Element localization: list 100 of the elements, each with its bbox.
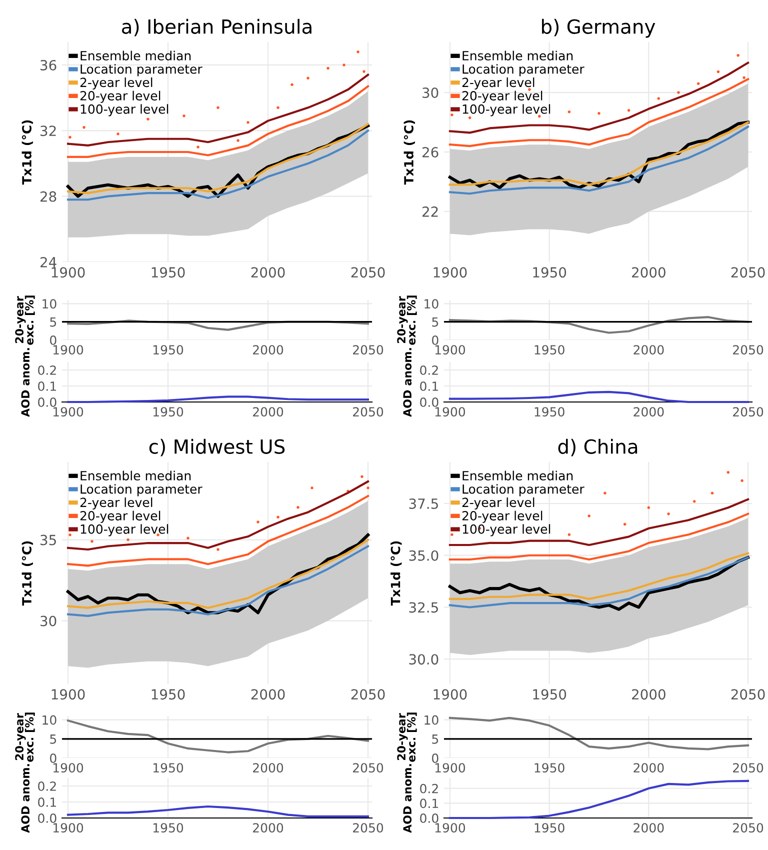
y-tick-label: 32.5 [409, 602, 438, 613]
y-tick-label: 0.1 [420, 381, 438, 391]
point [342, 64, 346, 66]
legend-label: Ensemble median [462, 470, 573, 480]
point [276, 516, 280, 518]
x-tick-label: 1900 [435, 407, 466, 417]
point [296, 506, 300, 509]
x-tick-label: 2050 [353, 823, 384, 833]
point [568, 110, 571, 114]
line-series [448, 316, 750, 334]
point [126, 538, 130, 542]
legend-label: 20-year level [462, 90, 542, 103]
legend-label: Location parameter [462, 484, 584, 496]
point [696, 82, 700, 86]
point [657, 97, 660, 100]
x-tick-label: 2000 [253, 345, 284, 355]
point [627, 108, 630, 112]
point [710, 492, 714, 495]
x-tick-label: 1900 [53, 763, 84, 773]
y-axis-title: AOD anom. [21, 348, 30, 417]
point [186, 536, 190, 540]
line-series [66, 480, 370, 551]
x-tick-label: 2050 [733, 407, 764, 417]
line-series [448, 78, 750, 148]
y-tick-label: 0 [432, 753, 438, 763]
point [216, 548, 220, 551]
point [236, 139, 240, 142]
point [196, 146, 200, 148]
line-series [66, 545, 370, 617]
point [598, 112, 600, 115]
y-tick-label: 0 [432, 335, 438, 345]
y-axis-title: Tx1d (°C) [390, 541, 402, 606]
line-series [66, 720, 370, 754]
x-tick-label: 2000 [253, 763, 284, 773]
y-tick-label: 37.5 [409, 498, 438, 509]
legend-label: 20-year level [462, 510, 542, 523]
point [667, 512, 670, 516]
point [246, 121, 250, 124]
y-tick-label: 30.0 [409, 654, 438, 665]
x-tick-label: 2000 [253, 823, 284, 833]
legend-label: Ensemble median [80, 470, 191, 480]
y-tick-label: 5 [50, 317, 56, 327]
y-tick-label: 0.1 [38, 797, 56, 807]
point [68, 534, 72, 536]
x-tick-label: 2000 [632, 689, 666, 700]
x-tick-label: 2050 [731, 267, 765, 278]
chart-title: d) China [558, 438, 638, 456]
legend-label: Location parameter [80, 484, 202, 496]
point [726, 470, 730, 474]
point [742, 76, 746, 80]
x-tick-label: 1950 [533, 267, 566, 278]
line-series [448, 62, 750, 134]
legend-label: Ensemble median [80, 50, 191, 60]
legend-label: Location parameter [80, 64, 202, 76]
x-tick-label: 1950 [534, 345, 564, 355]
y-tick-label: 26 [422, 146, 438, 158]
x-tick-label: 1900 [53, 823, 84, 833]
x-tick-label: 2050 [731, 689, 765, 700]
line-series [66, 320, 370, 331]
legend-label: 2-year level [462, 497, 534, 510]
y-tick-label: 0.0 [420, 397, 438, 407]
point [362, 70, 366, 73]
point [290, 83, 294, 86]
point [647, 506, 650, 510]
point [356, 50, 360, 54]
x-tick-label: 1950 [534, 407, 564, 417]
point [450, 533, 454, 536]
x-tick-label: 1900 [53, 345, 84, 355]
y-axis-title: AOD anom. [403, 348, 412, 417]
x-tick-label: 1950 [152, 689, 185, 700]
legend-label: 2-year level [462, 77, 534, 90]
x-tick-label: 2050 [733, 763, 764, 773]
point [538, 114, 541, 118]
x-tick-label: 1900 [52, 267, 85, 278]
point [146, 118, 150, 121]
legend-label: 100-year level [80, 104, 168, 116]
point [310, 486, 314, 490]
point [677, 91, 680, 94]
x-tick-label: 1950 [534, 823, 564, 833]
y-tick-label: 0 [50, 335, 56, 345]
y-tick-label: 0.0 [38, 813, 56, 823]
y-tick-label: 0.1 [420, 798, 438, 808]
x-tick-label: 2050 [353, 763, 384, 773]
line-series [448, 780, 750, 820]
x-tick-label: 2000 [634, 407, 664, 417]
line-series [448, 716, 750, 750]
point [182, 114, 186, 118]
x-tick-label: 1950 [534, 763, 564, 773]
point [68, 136, 72, 139]
legend-label: 100-year level [462, 524, 550, 536]
point [360, 475, 364, 478]
x-tick-label: 1950 [153, 345, 184, 355]
point [740, 479, 744, 482]
y-tick-label: 22 [422, 206, 438, 217]
point [588, 514, 590, 518]
legend-label: 20-year level [80, 90, 160, 103]
point [623, 522, 626, 526]
legend-label: Ensemble median [462, 50, 573, 60]
y-tick-label: 24 [40, 256, 56, 268]
point [256, 520, 260, 524]
